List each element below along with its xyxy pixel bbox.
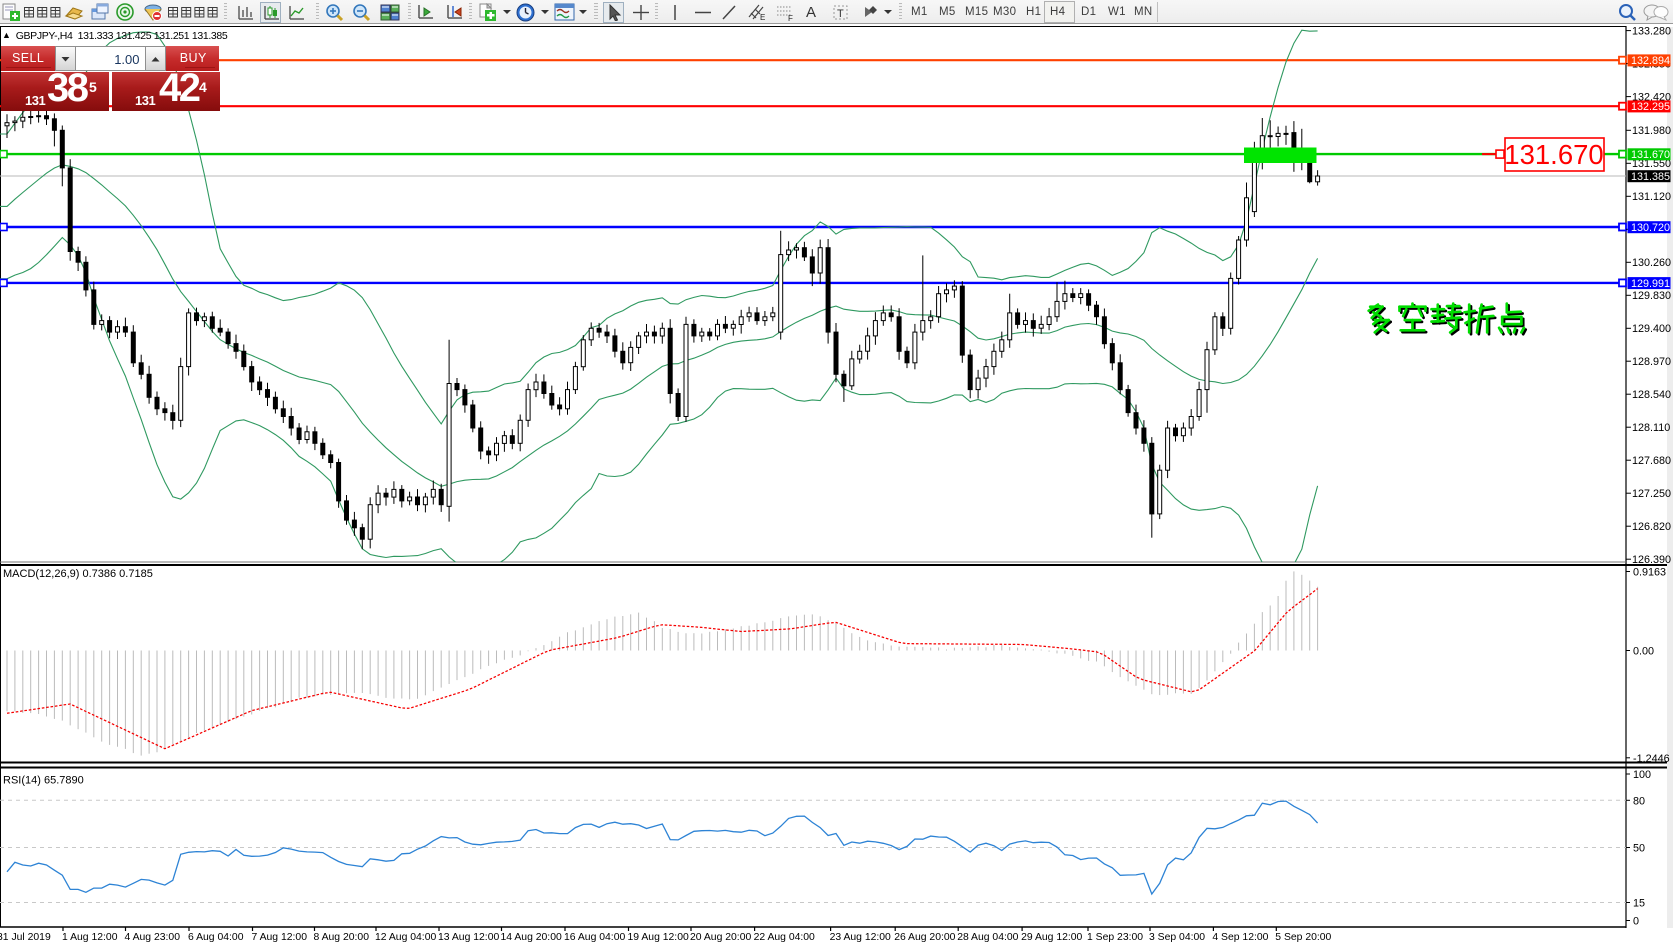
svg-text:E: E	[760, 13, 765, 22]
svg-text:50: 50	[1633, 843, 1645, 855]
svg-text:133.280: 133.280	[1632, 25, 1671, 37]
svg-text:15: 15	[1633, 898, 1645, 910]
svg-text:8 Aug 20:00: 8 Aug 20:00	[314, 932, 370, 943]
svg-text:131.550: 131.550	[1632, 158, 1671, 170]
svg-text:1 Sep 23:00: 1 Sep 23:00	[1087, 932, 1143, 943]
svg-text:0.9163: 0.9163	[1633, 567, 1666, 579]
svg-text:6 Aug 04:00: 6 Aug 04:00	[188, 932, 244, 943]
svg-text:131.120: 131.120	[1632, 191, 1671, 203]
svg-text:-1.2446: -1.2446	[1633, 753, 1670, 765]
svg-text:T: T	[837, 8, 844, 20]
svg-text:1 Aug 12:00: 1 Aug 12:00	[62, 932, 118, 943]
svg-text:100: 100	[1633, 769, 1651, 781]
svg-text:22 Aug 04:00: 22 Aug 04:00	[754, 932, 815, 943]
svg-text:F: F	[788, 14, 793, 22]
svg-text:131.980: 131.980	[1632, 125, 1671, 137]
svg-text:0.00: 0.00	[1633, 646, 1654, 658]
svg-text:19 Aug 12:00: 19 Aug 12:00	[628, 932, 689, 943]
svg-text:131.385: 131.385	[1631, 171, 1670, 183]
svg-text:14 Aug 20:00: 14 Aug 20:00	[501, 932, 562, 943]
svg-text:128.970: 128.970	[1632, 356, 1671, 368]
svg-text:131.670: 131.670	[1631, 149, 1670, 161]
svg-text:132.295: 132.295	[1631, 101, 1670, 113]
svg-text:127.680: 127.680	[1632, 455, 1671, 467]
svg-text:13 Aug 12:00: 13 Aug 12:00	[438, 932, 499, 943]
svg-text:129.830: 129.830	[1632, 290, 1671, 302]
svg-text:29 Aug 12:00: 29 Aug 12:00	[1021, 932, 1082, 943]
svg-text:28 Aug 04:00: 28 Aug 04:00	[957, 932, 1018, 943]
svg-text:26 Aug 20:00: 26 Aug 20:00	[894, 932, 955, 943]
svg-text:127.250: 127.250	[1632, 488, 1671, 500]
svg-text:130.260: 130.260	[1632, 257, 1671, 269]
svg-text:128.540: 128.540	[1632, 389, 1671, 401]
svg-text:129.400: 129.400	[1632, 323, 1671, 335]
svg-text:3 Sep 04:00: 3 Sep 04:00	[1149, 932, 1205, 943]
svg-text:130.720: 130.720	[1631, 222, 1670, 234]
svg-text:MACD(12,26,9) 0.7386 0.7185: MACD(12,26,9) 0.7386 0.7185	[3, 568, 153, 580]
svg-text:12 Aug 04:00: 12 Aug 04:00	[375, 932, 436, 943]
svg-text:4 Aug 23:00: 4 Aug 23:00	[125, 932, 181, 943]
svg-text:128.110: 128.110	[1632, 422, 1670, 434]
svg-text:126.390: 126.390	[1632, 554, 1671, 566]
svg-text:126.820: 126.820	[1632, 521, 1671, 533]
svg-text:23 Aug 12:00: 23 Aug 12:00	[830, 932, 891, 943]
svg-text:0: 0	[1633, 916, 1639, 928]
svg-text:7 Aug 12:00: 7 Aug 12:00	[252, 932, 308, 943]
svg-text:16 Aug 04:00: 16 Aug 04:00	[564, 932, 625, 943]
svg-text:131.670: 131.670	[1504, 139, 1603, 170]
svg-text:80: 80	[1633, 795, 1645, 807]
svg-text:31 Jul 2019: 31 Jul 2019	[0, 932, 51, 943]
svg-text:RSI(14) 65.7890: RSI(14) 65.7890	[3, 775, 84, 787]
svg-text:4 Sep 12:00: 4 Sep 12:00	[1212, 932, 1268, 943]
svg-text:132.894: 132.894	[1631, 55, 1670, 67]
svg-text:129.991: 129.991	[1631, 278, 1670, 290]
svg-text:5 Sep 20:00: 5 Sep 20:00	[1275, 932, 1331, 943]
svg-text:20 Aug 20:00: 20 Aug 20:00	[690, 932, 751, 943]
